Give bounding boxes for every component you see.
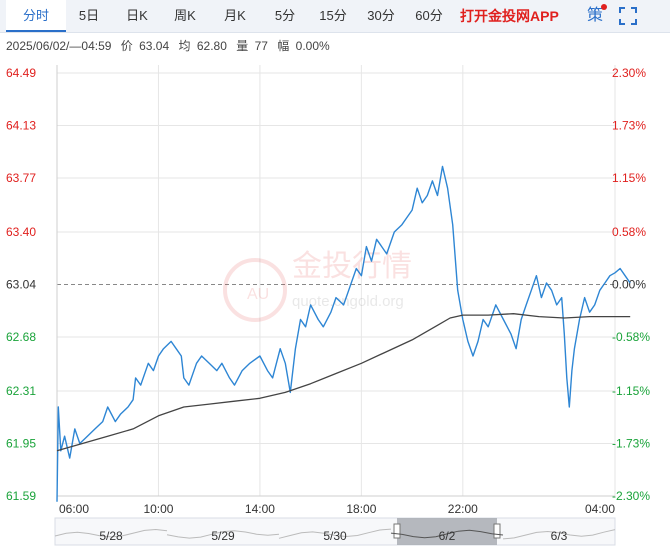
- navigator-track: [54, 517, 616, 546]
- tab-monthly-k[interactable]: 月K: [224, 8, 246, 23]
- y-tick-label-left: 61.95: [6, 436, 36, 450]
- tab-intraday[interactable]: 分时: [6, 0, 66, 32]
- open-app-link[interactable]: 打开金投网APP: [460, 8, 559, 24]
- watermark-logo: [223, 258, 287, 322]
- y-tick-label-left: 64.13: [6, 119, 36, 133]
- navigator-mini-line: [166, 530, 280, 539]
- y-tick-label-right: -2.30%: [612, 489, 650, 503]
- info-avg-label: 均: [178, 39, 191, 53]
- y-tick-label-right: -0.58%: [612, 330, 650, 344]
- y-axis-left: 64.49 64.13 63.77 63.40 63.04 62.68 62.31 61.95…: [6, 66, 36, 503]
- strategy-button[interactable]: 策: [587, 7, 604, 24]
- navigator-date-label: 6/2: [439, 529, 456, 543]
- period-tab-bar: 分时 5日 日K 周K 月K 5分 15分 30分 60分 打开金投网APP 策: [0, 0, 670, 33]
- average-price-line: [56, 313, 631, 452]
- x-tick-label: 04:00: [585, 502, 615, 516]
- watermark-brand: 金投行情: [292, 249, 412, 284]
- info-price: 63.04: [139, 39, 170, 53]
- y-tick-label-right: -1.15%: [612, 384, 650, 398]
- watermark-badge: AU: [247, 286, 269, 303]
- watermark-url: quote.cngold.org: [292, 293, 404, 310]
- x-tick-label: 14:00: [245, 502, 275, 516]
- navigator-date-label: 5/29: [211, 529, 235, 543]
- y-tick-label-left: 63.04: [6, 278, 36, 292]
- y-tick-label-left: 63.40: [6, 225, 36, 239]
- navigator-mini-line: [502, 529, 616, 540]
- range-navigator: 5/28 5/29 5/30 6/2 6/3: [54, 517, 616, 546]
- navigator-handle-right: [493, 523, 501, 539]
- tab-weekly-k[interactable]: 周K: [174, 8, 196, 23]
- x-tick-label: 10:00: [143, 502, 173, 516]
- tab-30-min[interactable]: 30分: [367, 8, 395, 23]
- price-line: [56, 165, 631, 502]
- y-tick-label-right: 1.15%: [612, 171, 646, 185]
- x-tick-label: 22:00: [448, 502, 478, 516]
- navigator-mini-line: [54, 528, 168, 538]
- navigator-date-label: 5/28: [99, 529, 123, 543]
- series-layer: [56, 165, 631, 502]
- fullscreen-icon[interactable]: [618, 6, 638, 26]
- tab-daily-k[interactable]: 日K: [126, 8, 148, 23]
- info-avg: 62.80: [196, 39, 227, 53]
- tab-60-min[interactable]: 60分: [415, 8, 443, 23]
- info-time: 2025/06/02/—04:59: [6, 39, 112, 53]
- info-amp-label: 幅: [277, 39, 290, 53]
- info-vol-label: 量: [236, 39, 249, 53]
- x-tick-label: 06:00: [59, 502, 89, 516]
- navigator-mini-line: [278, 528, 392, 539]
- y-tick-label-left: 61.59: [6, 489, 36, 503]
- navigator-mini-line: [390, 529, 504, 539]
- tab-5-day[interactable]: 5日: [78, 8, 100, 23]
- chart-grid: [56, 65, 616, 497]
- tab-15-min[interactable]: 15分: [319, 8, 347, 23]
- navigator-date-label: 5/30: [323, 529, 347, 543]
- y-tick-label-right: 1.73%: [612, 119, 646, 133]
- y-tick-label-right: 0.00%: [612, 278, 646, 292]
- navigator-handle-left: [393, 523, 401, 539]
- y-axis-right: 2.30% 1.73% 1.15% 0.58% 0.00% -0.58% -1.15% -1.…: [612, 66, 650, 503]
- y-tick-label-right: 2.30%: [612, 66, 646, 80]
- info-amp: 0.00%: [295, 39, 330, 53]
- notification-dot: [601, 4, 607, 10]
- info-vol: 77: [254, 39, 268, 53]
- x-tick-label: 18:00: [346, 502, 376, 516]
- y-tick-label-left: 62.68: [6, 330, 36, 344]
- y-tick-label-left: 62.31: [6, 384, 36, 398]
- navigator-date-label: 6/3: [551, 529, 568, 543]
- quote-info-bar: 2025/06/02/—04:59 价 63.04 均 62.80 量 77 幅…: [6, 37, 330, 54]
- watermark: AU 金投行情 quote.cngold.org: [223, 249, 412, 322]
- y-tick-label-left: 63.77: [6, 171, 36, 185]
- x-axis: 06:00 10:00 14:00 18:00 22:00 04:00: [59, 502, 615, 516]
- tab-5-min[interactable]: 5分: [274, 8, 296, 23]
- y-tick-label-right: 0.58%: [612, 225, 646, 239]
- y-tick-label-right: -1.73%: [612, 436, 650, 450]
- y-tick-label-left: 64.49: [6, 66, 36, 80]
- info-price-label: 价: [120, 39, 133, 53]
